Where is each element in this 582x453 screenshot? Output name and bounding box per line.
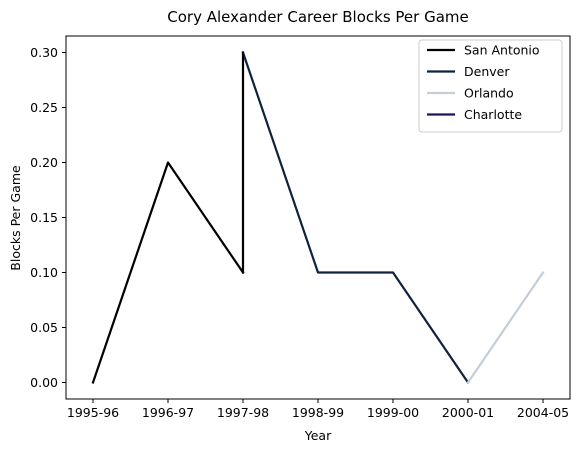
x-tick-label: 1999-00 — [367, 405, 419, 420]
y-tick-label: 0.20 — [30, 155, 58, 170]
legend-label: Orlando — [464, 86, 514, 101]
legend-label: San Antonio — [464, 43, 540, 58]
y-axis-label: Blocks Per Game — [8, 165, 23, 271]
y-axis: 0.00 0.05 0.10 0.15 0.20 0.25 0.30 — [30, 45, 66, 390]
x-tick-label: 2000-01 — [442, 405, 494, 420]
legend: San Antonio Denver Orlando Charlotte — [418, 39, 563, 133]
legend-label: Charlotte — [464, 107, 522, 122]
x-tick-label: 1995-96 — [67, 405, 119, 420]
x-tick-label: 1998-99 — [292, 405, 344, 420]
x-tick-label: 1996-97 — [142, 405, 194, 420]
legend-label: Denver — [464, 64, 510, 79]
legend-box — [418, 39, 563, 133]
y-tick-label: 0.15 — [30, 210, 58, 225]
y-tick-label: 0.00 — [30, 375, 58, 390]
chart-title: Cory Alexander Career Blocks Per Game — [167, 8, 469, 26]
y-tick-label: 0.30 — [30, 45, 58, 60]
y-tick-label: 0.10 — [30, 265, 58, 280]
series-layer — [91, 51, 545, 385]
x-axis-label: Year — [304, 428, 332, 443]
series-line-orlando — [466, 270, 545, 385]
x-axis: 1995-96 1996-97 1997-98 1998-99 1999-00 2000-… — [67, 399, 569, 420]
y-tick-label: 0.25 — [30, 100, 58, 115]
series-line-denver — [241, 51, 470, 385]
y-tick-label: 0.05 — [30, 320, 58, 335]
series-line-san-antonio — [91, 161, 245, 384]
x-tick-label: 2004-05 — [517, 405, 569, 420]
x-tick-label: 1997-98 — [217, 405, 269, 420]
